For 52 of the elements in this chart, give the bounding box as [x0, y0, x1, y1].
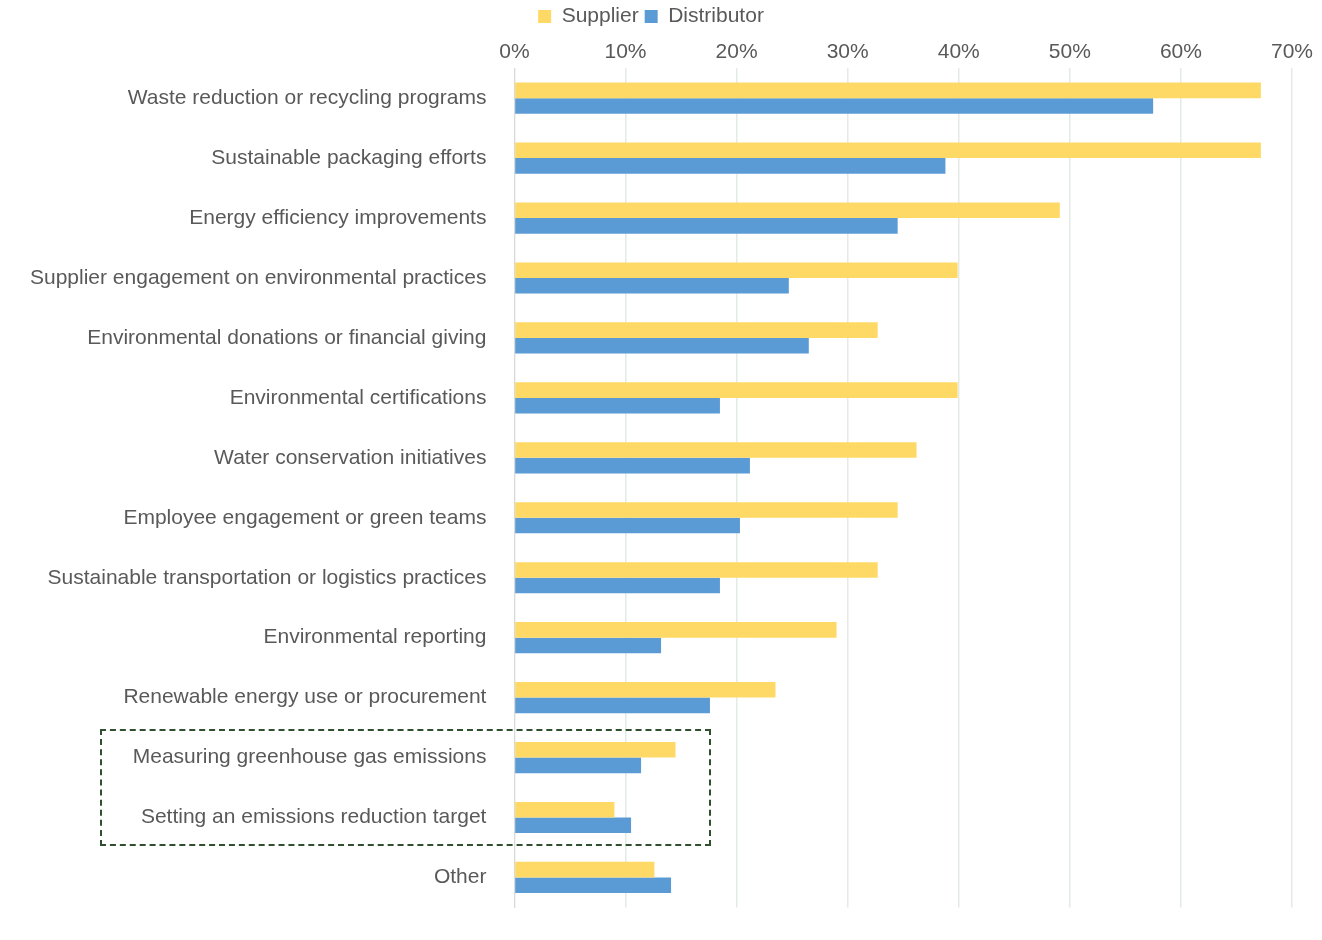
bar: [515, 517, 740, 534]
y-tick-label: Measuring greenhouse gas emissions: [132, 744, 487, 768]
bar: [515, 741, 676, 758]
bar: [515, 817, 632, 834]
bar: [515, 337, 809, 354]
y-tick-label: Sustainable packaging efforts: [211, 144, 487, 168]
y-tick-label: Supplier engagement on environmental practices: [29, 264, 487, 288]
y-tick-label: Employee engagement or green teams: [123, 504, 487, 528]
x-tick-label: 40%: [937, 39, 980, 63]
legend-label: Distributor: [668, 3, 764, 27]
x-tick-label: 0%: [499, 39, 530, 63]
y-tick-label: Water conservation initiatives: [214, 444, 487, 468]
y-tick-label: Renewable energy use or procurement: [123, 684, 487, 708]
bar: [515, 637, 662, 654]
y-tick-label: Sustainable transportation or logistics practices: [47, 564, 487, 588]
bar: [515, 622, 837, 638]
bar: [515, 757, 642, 774]
bar: [515, 262, 958, 278]
bar: [515, 697, 710, 714]
y-tick-label: Environmental certifications: [229, 384, 487, 408]
bar: [515, 82, 1261, 99]
y-tick-label: Environmental reporting: [263, 624, 487, 648]
x-tick-label: 20%: [715, 39, 758, 63]
bar: [515, 158, 946, 174]
bar: [515, 457, 750, 474]
x-tick-label: 60%: [1159, 39, 1202, 63]
bar: [515, 98, 1154, 114]
x-tick-label: 50%: [1048, 39, 1091, 63]
bar: [515, 682, 776, 698]
x-tick-label: 30%: [826, 39, 869, 63]
bar: [515, 322, 878, 338]
bar: [515, 142, 1261, 159]
bar: [515, 861, 655, 878]
x-tick-label: 10%: [604, 39, 647, 63]
bar: [515, 562, 878, 578]
bar: [515, 397, 720, 414]
y-tick-label: Waste reduction or recycling programs: [127, 84, 487, 108]
bar: [515, 278, 789, 294]
y-tick-label: Setting an emissions reduction target: [140, 804, 487, 828]
y-tick-label: Energy efficiency improvements: [189, 204, 487, 228]
bar: [515, 877, 672, 894]
x-tick-label: 70%: [1270, 39, 1314, 63]
y-tick-label: Other: [433, 864, 487, 888]
bar: [515, 502, 898, 518]
bar: [515, 442, 917, 458]
legend-label: Supplier: [561, 3, 639, 27]
bar: [515, 382, 958, 398]
bar: [515, 218, 898, 234]
bar: [515, 202, 1060, 219]
y-tick-label: Environmental donations or financial giving: [87, 324, 487, 348]
bar: [515, 577, 720, 594]
bar: [515, 801, 615, 818]
